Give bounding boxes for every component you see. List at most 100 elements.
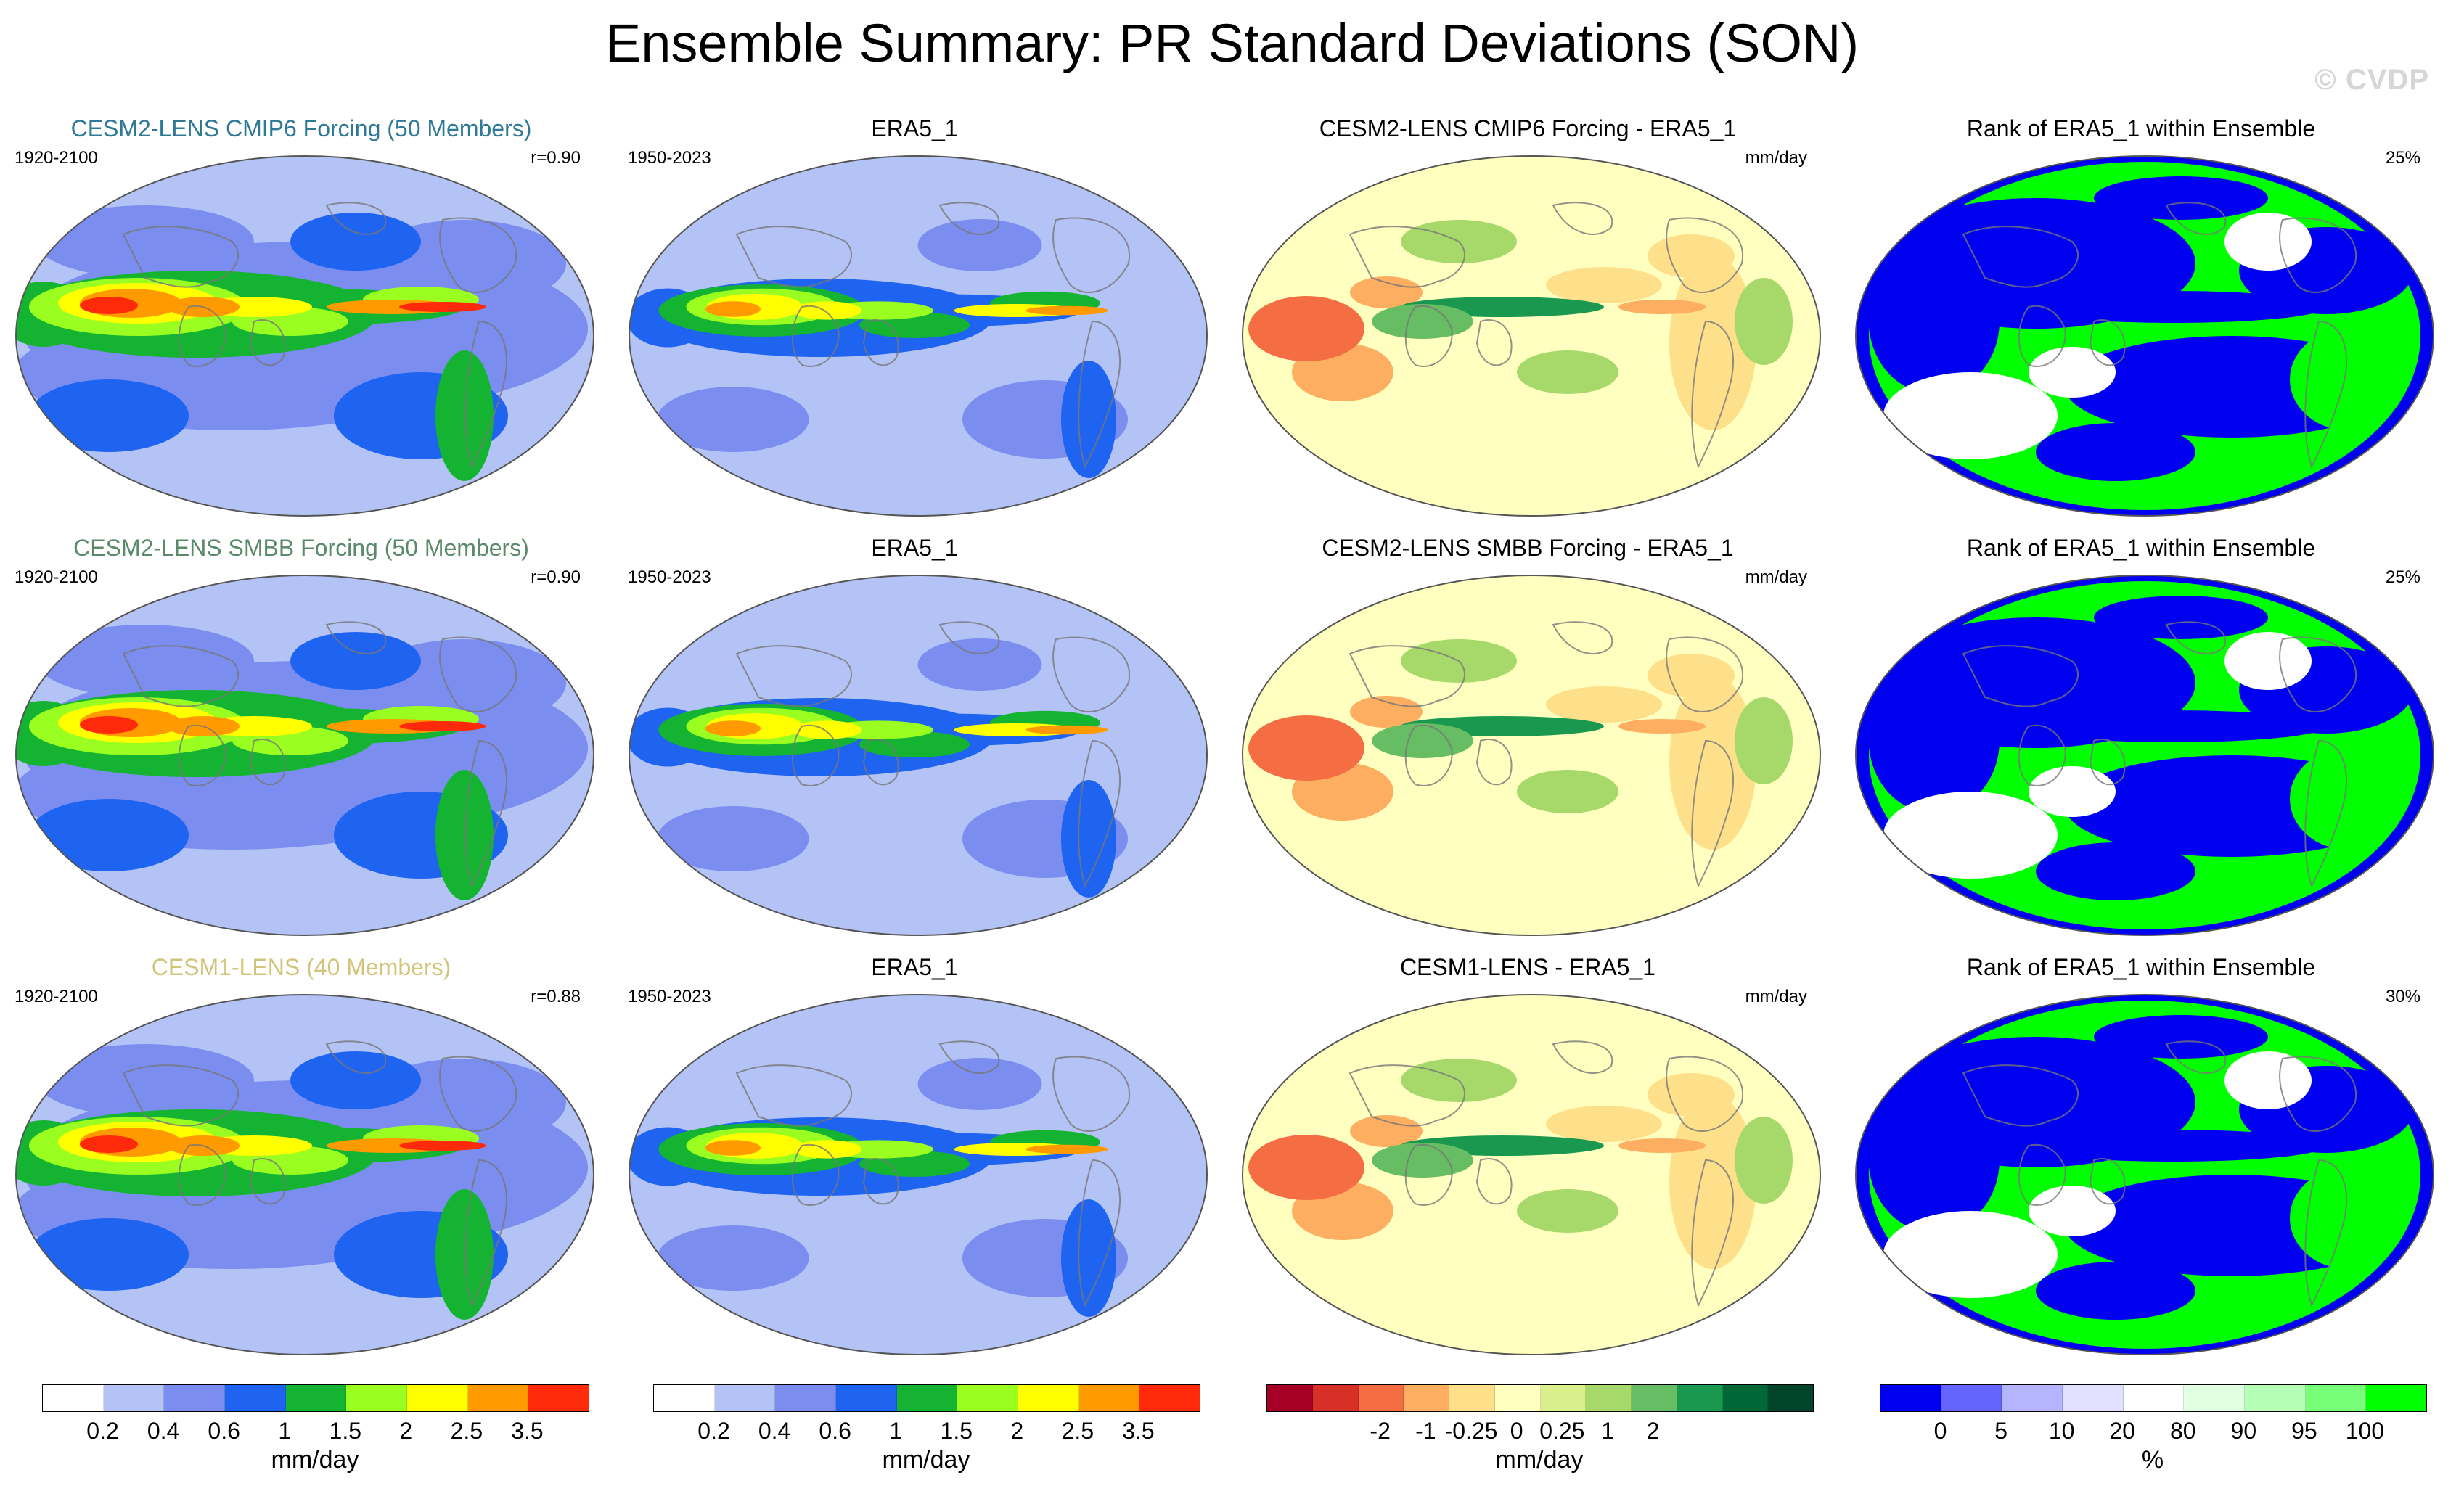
- colorbar-swatch: [2245, 1385, 2306, 1411]
- colorbar-swatch: [1880, 1385, 1941, 1411]
- colorbar-tick: 1.5: [329, 1418, 362, 1444]
- obs-panel-1-period: 1950-2023: [628, 567, 711, 587]
- colorbar-swatch: [1018, 1385, 1079, 1411]
- colorbar-swatch: [285, 1385, 347, 1411]
- colorbar-tick: 3.5: [511, 1418, 544, 1444]
- obs-panel-0: ERA5_1 1950-2023: [613, 112, 1216, 519]
- model-panel-0-period: 1920-2100: [15, 148, 98, 168]
- cvdp-watermark: © CVDP: [2314, 64, 2429, 96]
- model-panel-0-map: [15, 155, 594, 517]
- obs-panel-2: ERA5_1 1950-2023: [613, 951, 1216, 1357]
- colorbar-tick: 2: [1646, 1418, 1660, 1444]
- colorbar-tick: 0.4: [147, 1418, 180, 1444]
- colorbar-swatch: [714, 1385, 776, 1411]
- colorbar-swatch: [1768, 1385, 1813, 1411]
- colorbar-swatch: [775, 1385, 837, 1411]
- colorbar-swatch: [1404, 1385, 1449, 1411]
- colorbar-swatch: [2002, 1385, 2063, 1411]
- colorbar-tick: 0.6: [208, 1418, 240, 1444]
- colorbar-swatch: [1494, 1385, 1541, 1411]
- colorbar-swatch: [957, 1385, 1019, 1411]
- colorbar-swatch: [1632, 1385, 1677, 1411]
- colorbar-tick: 0.2: [86, 1418, 119, 1444]
- colorbar-swatch: [654, 1385, 715, 1411]
- obs-panel-0-period: 1950-2023: [628, 148, 711, 168]
- model-panel-1-title: CESM2-LENS SMBB Forcing (50 Members): [73, 535, 529, 561]
- colorbar-tick: 2: [1010, 1418, 1024, 1444]
- colorbar-swatch: [1540, 1385, 1587, 1411]
- diff-panel-0: CESM2-LENS CMIP6 Forcing - ERA5_1 mm/day: [1227, 112, 1829, 519]
- obs-panel-0-title: ERA5_1: [871, 115, 958, 141]
- colorbar-tick: 100: [2345, 1418, 2385, 1444]
- colorbar-swatch: [467, 1385, 529, 1411]
- colorbar-1: 0.2 0.4 0.6 1 1.5 2 2.5 3.5 mm/day: [653, 1384, 1205, 1486]
- colorbar-swatch: [346, 1385, 408, 1411]
- colorbar-tick: 3.5: [1122, 1418, 1155, 1444]
- diff-panel-0-map: [1242, 155, 1821, 517]
- colorbar-tick: 0.2: [697, 1418, 730, 1444]
- colorbar-tick: 95: [2291, 1418, 2317, 1444]
- colorbar-1-swatches: [653, 1384, 1200, 1412]
- model-panel-0-annotation: r=0.90: [531, 148, 581, 168]
- colorbar-tick: -2: [1370, 1418, 1391, 1444]
- model-panel-0-title: CESM2-LENS CMIP6 Forcing (50 Members): [70, 115, 532, 141]
- model-panel-1-annotation: r=0.90: [531, 567, 581, 587]
- colorbar-swatch: [1267, 1385, 1313, 1411]
- diff-panel-0-title: CESM2-LENS CMIP6 Forcing - ERA5_1: [1319, 115, 1737, 141]
- colorbar-tick: 2: [399, 1418, 413, 1444]
- diff-panel-1-map: [1242, 575, 1821, 936]
- colorbar-swatch: [2305, 1385, 2367, 1411]
- model-panel-1-period: 1920-2100: [15, 567, 98, 587]
- colorbar-tick: 80: [2169, 1418, 2196, 1444]
- colorbar-2-swatches: [1266, 1384, 1814, 1412]
- diff-panel-1: CESM2-LENS SMBB Forcing - ERA5_1 mm/day: [1227, 532, 1829, 938]
- rank-panel-0-title: Rank of ERA5_1 within Ensemble: [1966, 115, 2316, 141]
- colorbar-swatch: [2366, 1385, 2427, 1411]
- rank-panel-2-annotation: 30%: [2385, 987, 2420, 1006]
- colorbar-swatch: [1312, 1385, 1359, 1411]
- colorbar-2: -2 -1 -0.25 0 0.25 1 2 mm/day: [1266, 1384, 1818, 1486]
- colorbar-swatch: [1677, 1385, 1723, 1411]
- colorbar-0-unit: mm/day: [271, 1446, 359, 1474]
- diff-panel-1-annotation: mm/day: [1745, 567, 1807, 587]
- colorbar-tick: 20: [2109, 1418, 2136, 1444]
- colorbar-swatch: [164, 1385, 226, 1411]
- model-panel-2-map: [15, 994, 594, 1355]
- colorbar-tick: 2.5: [1061, 1418, 1094, 1444]
- colorbar-swatch: [528, 1385, 589, 1411]
- diff-panel-2-title: CESM1-LENS - ERA5_1: [1399, 954, 1656, 980]
- colorbar-swatch: [1449, 1385, 1495, 1411]
- colorbar-tick: 1: [278, 1418, 292, 1444]
- rank-panel-2: Rank of ERA5_1 within Ensemble 30%: [1840, 951, 2442, 1357]
- colorbar-3-unit: %: [2141, 1446, 2164, 1474]
- colorbar-0-swatches: [42, 1384, 589, 1412]
- colorbar-swatch: [1139, 1385, 1200, 1411]
- obs-panel-0-map: [629, 155, 1208, 517]
- colorbar-swatch: [1941, 1385, 2002, 1411]
- colorbar-swatch: [103, 1385, 165, 1411]
- colorbar-tick: 0.6: [819, 1418, 851, 1444]
- diff-panel-0-annotation: mm/day: [1745, 148, 1807, 168]
- colorbar-swatch: [43, 1385, 104, 1411]
- model-panel-2-title: CESM1-LENS (40 Members): [151, 954, 451, 980]
- colorbar-swatch: [1078, 1385, 1140, 1411]
- colorbar-tick: 0: [1510, 1418, 1523, 1444]
- colorbar-tick: 5: [1994, 1418, 2008, 1444]
- colorbar-tick: -0.25: [1444, 1418, 1498, 1444]
- colorbar-tick: 90: [2230, 1418, 2257, 1444]
- rank-panel-1: Rank of ERA5_1 within Ensemble 25%: [1840, 532, 2442, 938]
- rank-panel-0-map: [1855, 155, 2434, 517]
- model-panel-1-map: [15, 575, 594, 936]
- obs-panel-1-map: [629, 575, 1208, 936]
- rank-panel-1-annotation: 25%: [2385, 567, 2420, 587]
- colorbar-swatch: [225, 1385, 286, 1411]
- colorbar-swatch: [2184, 1385, 2246, 1411]
- figure-title: Ensemble Summary: PR Standard Deviations…: [605, 13, 1859, 73]
- diff-panel-2-map: [1242, 994, 1821, 1355]
- colorbar-swatch: [896, 1385, 958, 1411]
- colorbar-2-unit: mm/day: [1495, 1446, 1584, 1474]
- diff-panel-1-title: CESM2-LENS SMBB Forcing - ERA5_1: [1322, 535, 1734, 561]
- colorbar-swatch: [1358, 1385, 1404, 1411]
- colorbar-0: 0.2 0.4 0.6 1 1.5 2 2.5 3.5 mm/day: [42, 1384, 594, 1486]
